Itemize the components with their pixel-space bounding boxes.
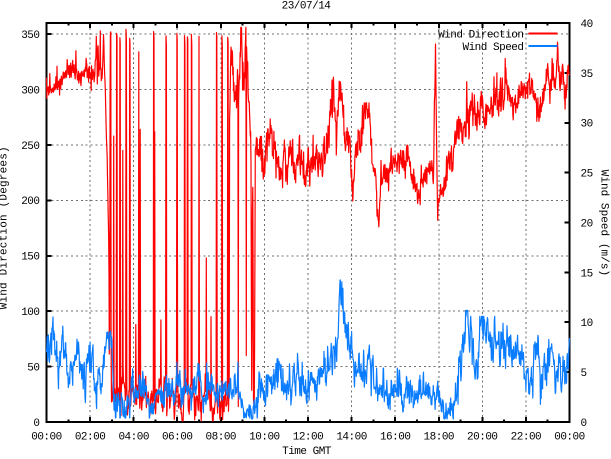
svg-text:12:00: 12:00 <box>293 432 324 444</box>
svg-text:350: 350 <box>21 30 39 42</box>
svg-text:5: 5 <box>581 368 587 380</box>
svg-text:02:00: 02:00 <box>75 432 106 444</box>
svg-text:200: 200 <box>21 196 39 208</box>
svg-text:06:00: 06:00 <box>162 432 193 444</box>
svg-text:22:00: 22:00 <box>511 432 542 444</box>
svg-text:40: 40 <box>581 19 593 31</box>
svg-text:10: 10 <box>581 318 593 330</box>
svg-text:Wind Speed (m/s): Wind Speed (m/s) <box>598 170 610 276</box>
svg-text:23/07/14: 23/07/14 <box>282 1 332 13</box>
svg-text:35: 35 <box>581 69 593 81</box>
svg-text:15: 15 <box>581 268 593 280</box>
svg-text:10:00: 10:00 <box>249 432 280 444</box>
svg-text:14:00: 14:00 <box>336 432 367 444</box>
svg-text:30: 30 <box>581 119 593 131</box>
svg-text:08:00: 08:00 <box>206 432 237 444</box>
svg-text:Wind Speed: Wind Speed <box>462 42 523 54</box>
svg-text:Time GMT: Time GMT <box>282 446 332 458</box>
svg-text:0: 0 <box>581 418 587 430</box>
svg-text:150: 150 <box>21 252 39 264</box>
svg-text:20:00: 20:00 <box>467 432 498 444</box>
svg-text:50: 50 <box>27 363 39 375</box>
svg-text:25: 25 <box>581 169 593 181</box>
svg-text:00:00: 00:00 <box>31 432 62 444</box>
svg-text:100: 100 <box>21 307 39 319</box>
svg-text:Wind Direction (Degrees): Wind Direction (Degrees) <box>0 146 11 309</box>
svg-text:20: 20 <box>581 218 593 230</box>
svg-text:0: 0 <box>33 418 39 430</box>
svg-text:250: 250 <box>21 141 39 153</box>
svg-text:00:00: 00:00 <box>554 432 585 444</box>
svg-text:16:00: 16:00 <box>380 432 411 444</box>
svg-text:Wind Direction: Wind Direction <box>438 30 523 42</box>
svg-text:18:00: 18:00 <box>424 432 455 444</box>
svg-text:300: 300 <box>21 85 39 97</box>
svg-text:04:00: 04:00 <box>118 432 149 444</box>
